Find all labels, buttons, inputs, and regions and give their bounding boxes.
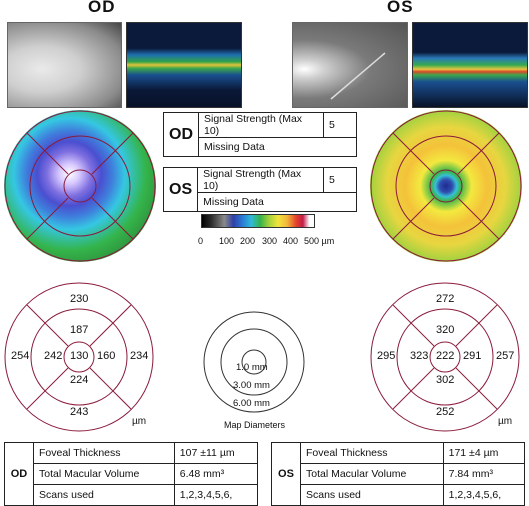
od-scans-label: Scans used bbox=[33, 484, 175, 506]
od-scans-value: 1,2,3,4,5,6, bbox=[173, 484, 259, 506]
os-volume-label: Total Macular Volume bbox=[300, 463, 444, 485]
os-summary-table: OS Foveal Thickness 171 ±4 µm Total Macu… bbox=[271, 442, 526, 506]
os-signal-table: OS Signal Strength (Max 10) 5 Missing Da… bbox=[162, 167, 357, 212]
os-foveal-value: 171 ±4 µm bbox=[442, 442, 526, 464]
os-missing-label: Missing Data bbox=[197, 192, 357, 212]
od-inner-superior: 187 bbox=[70, 324, 89, 336]
od-signal-label: Signal Strength (Max 10) bbox=[198, 112, 324, 138]
od-diagram-unit: µm bbox=[132, 416, 147, 427]
os-outer-nasal: 257 bbox=[496, 350, 515, 362]
os-signal-eye: OS bbox=[162, 167, 199, 212]
os-title: OS bbox=[387, 0, 414, 16]
os-diagram-grid-icon bbox=[370, 282, 520, 432]
od-signal-value: 5 bbox=[323, 112, 357, 138]
os-inner-temporal: 323 bbox=[410, 350, 429, 362]
od-thickness-map bbox=[4, 110, 156, 262]
os-center: 222 bbox=[436, 350, 455, 362]
os-signal-value: 5 bbox=[323, 167, 357, 193]
colorbar-tick-300: 300 bbox=[262, 236, 278, 246]
od-center: 130 bbox=[70, 350, 89, 362]
od-outer-superior: 230 bbox=[70, 293, 89, 305]
colorbar-tick-500: 500 µm bbox=[304, 236, 335, 246]
os-volume-value: 7.84 mm³ bbox=[442, 463, 526, 485]
colorbar-tick-200: 200 bbox=[240, 236, 256, 246]
od-signal-eye: OD bbox=[163, 112, 199, 157]
od-outer-inferior: 243 bbox=[70, 406, 89, 418]
od-foveal-value: 107 ±11 µm bbox=[173, 442, 259, 464]
os-thickness-diagram: 272 295 257 252 320 323 222 291 302 µm bbox=[370, 282, 520, 432]
od-volume-label: Total Macular Volume bbox=[33, 463, 175, 485]
os-foveal-label: Foveal Thickness bbox=[300, 442, 444, 464]
od-fundus-image bbox=[7, 22, 122, 108]
colorbar-tick-400: 400 bbox=[283, 236, 299, 246]
od-inner-inferior: 224 bbox=[70, 374, 89, 386]
od-bscan-image bbox=[126, 22, 242, 108]
od-diagram-grid-icon bbox=[4, 282, 154, 432]
os-summary-eye: OS bbox=[271, 442, 301, 506]
od-summary-eye: OD bbox=[4, 442, 34, 506]
od-foveal-label: Foveal Thickness bbox=[33, 442, 175, 464]
od-title: OD bbox=[88, 0, 116, 16]
od-volume-value: 6.48 mm³ bbox=[173, 463, 259, 485]
od-map-grid-icon bbox=[4, 110, 156, 262]
os-fundus-image bbox=[292, 22, 408, 108]
os-outer-temporal: 295 bbox=[377, 350, 396, 362]
os-signal-label: Signal Strength (Max 10) bbox=[197, 167, 324, 193]
os-scans-label: Scans used bbox=[300, 484, 444, 506]
colorbar-tick-100: 100 bbox=[219, 236, 235, 246]
os-inner-superior: 320 bbox=[436, 324, 455, 336]
colorbar-tick-0: 0 bbox=[198, 236, 204, 246]
os-diagram-unit: µm bbox=[498, 416, 513, 427]
diameter-1mm: 1.0 mm bbox=[236, 362, 268, 373]
od-outer-temporal: 234 bbox=[130, 350, 149, 362]
os-scans-value: 1,2,3,4,5,6, bbox=[442, 484, 526, 506]
od-inner-temporal: 160 bbox=[97, 350, 116, 362]
od-missing-label: Missing Data bbox=[198, 137, 357, 157]
diameter-3mm: 3.00 mm bbox=[233, 380, 270, 391]
os-map-grid-icon bbox=[370, 110, 522, 262]
os-inner-nasal: 291 bbox=[463, 350, 482, 362]
od-signal-table: OD Signal Strength (Max 10) 5 Missing Da… bbox=[163, 112, 357, 157]
diameter-6mm: 6.00 mm bbox=[233, 398, 270, 409]
map-diameters-icon bbox=[203, 311, 305, 413]
od-inner-nasal: 242 bbox=[44, 350, 63, 362]
map-diameters-diagram: 1.0 mm 3.00 mm 6.00 mm bbox=[196, 310, 312, 426]
od-thickness-diagram: 230 254 234 243 187 242 130 160 224 µm bbox=[4, 282, 154, 432]
os-bscan-image bbox=[412, 22, 528, 108]
os-thickness-map bbox=[370, 110, 522, 262]
od-outer-nasal: 254 bbox=[11, 350, 30, 362]
thickness-color-scale bbox=[201, 214, 315, 228]
os-inner-inferior: 302 bbox=[436, 374, 455, 386]
map-diameters-label: Map Diameters bbox=[224, 420, 286, 430]
os-scan-line-icon bbox=[330, 52, 386, 100]
od-summary-table: OD Foveal Thickness 107 ±11 µm Total Mac… bbox=[4, 442, 259, 506]
os-outer-superior: 272 bbox=[436, 293, 455, 305]
os-outer-inferior: 252 bbox=[436, 406, 455, 418]
